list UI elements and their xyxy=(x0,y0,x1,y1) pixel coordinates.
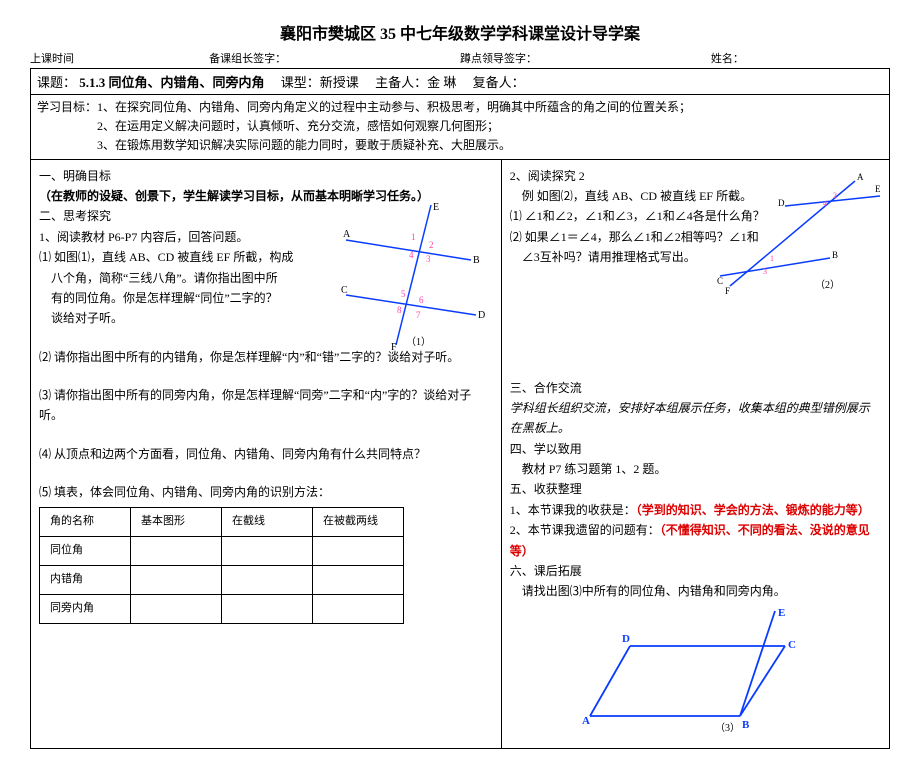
left-column: 一、明确目标 （在教师的设疑、创景下，学生解读学习目标，从而基本明晰学习任务。）… xyxy=(31,160,502,749)
figure-1: A B C D E F 1 2 3 4 5 6 7 8 （1） xyxy=(341,200,491,350)
svg-text:B: B xyxy=(832,250,838,260)
topic-name: 5.1.3 同位角、内错角、同旁内角 xyxy=(79,75,264,90)
figure-3: A B D C E （3） xyxy=(570,606,820,736)
svg-text:F: F xyxy=(391,342,397,350)
svg-text:A: A xyxy=(857,172,864,182)
right-column: 2、阅读探究 2 例 如图⑵，直线 AB、CD 被直线 EF 所截。 ⑴ ∠1和… xyxy=(502,160,889,749)
host-val: 金 琳 xyxy=(427,75,456,90)
svg-text:1: 1 xyxy=(770,254,774,263)
goals-label: 学习目标： xyxy=(37,100,97,114)
q2: ⑵ 请你指出图中所有的内错角，你是怎样理解“内”和“错”二字的？谈给对子听。 xyxy=(39,347,493,367)
th1: 角的名称 xyxy=(40,507,131,536)
angle-table: 角的名称 基本图形 在截线 在被截两线 同位角 内错角 同旁内角 xyxy=(39,507,404,624)
s3a: 学科组长组织交流，安排好本组展示任务，收集本组的典型错例展示在黑板上。 xyxy=(510,398,881,439)
s5-line1: 1、本节课我的收获是：（学到的知识、学会的方法、锻炼的能力等） xyxy=(510,500,881,520)
svg-text:4: 4 xyxy=(823,199,827,208)
svg-text:6: 6 xyxy=(419,295,424,305)
s5: 五、收获整理 xyxy=(510,479,881,499)
goals: 学习目标：1、在探究同位角、内错角、同旁内角定义的过程中主动参与、积极思考，明确… xyxy=(31,95,889,160)
svg-text:3: 3 xyxy=(763,267,767,276)
svg-text:E: E xyxy=(778,607,785,619)
svg-text:D: D xyxy=(478,310,485,321)
s5b: 2、本节课我遗留的问题有： xyxy=(510,523,660,537)
svg-text:E: E xyxy=(433,202,439,213)
header-row: 上课时间 备课组长签字： 蹲点领导签字： 姓名： xyxy=(30,48,890,69)
s6: 六、课后拓展 xyxy=(510,561,881,581)
s4a: 教材 P7 练习题第 1、2 题。 xyxy=(510,459,881,479)
s6a: 请找出图⑶中所有的同位角、内错角和同旁内角。 xyxy=(510,581,881,601)
svg-text:D: D xyxy=(622,633,630,645)
s5-line2: 2、本节课我遗留的问题有：（不懂得知识、不同的看法、没说的意见等） xyxy=(510,520,881,561)
type-val: 新授课 xyxy=(320,75,359,90)
q5: ⑸ 填表，体会同位角、内错角、同旁内角的识别方法： xyxy=(39,482,493,502)
svg-text:F: F xyxy=(725,286,730,296)
svg-text:7: 7 xyxy=(416,310,421,320)
svg-text:E: E xyxy=(875,184,881,194)
svg-text:B: B xyxy=(473,255,480,266)
s3: 三、合作交流 xyxy=(510,378,881,398)
tr3: 同旁内角 xyxy=(40,594,131,623)
page-title: 襄阳市樊城区 35 中七年级数学学科课堂设计导学案 xyxy=(30,20,890,44)
sec1: 一、明确目标 xyxy=(39,166,493,186)
svg-text:C: C xyxy=(341,285,348,296)
svg-text:3: 3 xyxy=(426,254,431,264)
fig1-caption: （1） xyxy=(406,336,431,348)
th2: 基本图形 xyxy=(131,507,222,536)
svg-text:1: 1 xyxy=(411,232,416,242)
th4: 在被截两线 xyxy=(313,507,404,536)
svg-text:8: 8 xyxy=(397,305,402,315)
header-sign1: 备课组长签字： xyxy=(209,50,460,66)
svg-text:D: D xyxy=(778,198,785,208)
goal3: 3、在锻炼用数学知识解决实际问题的能力同时，要敢于质疑补充、大胆展示。 xyxy=(97,138,511,152)
tr1: 同位角 xyxy=(40,536,131,565)
svg-text:2: 2 xyxy=(833,191,837,200)
fig3-caption: （3） xyxy=(715,722,740,734)
svg-text:5: 5 xyxy=(401,289,406,299)
fig2-caption: （2） xyxy=(815,279,840,291)
goal2: 2、在运用定义解决问题时，认真倾听、充分交流，感悟如何观察几何图形； xyxy=(97,119,499,133)
goal1: 1、在探究同位角、内错角、同旁内角定义的过程中主动参与、积极思考，明确其中所蕴含… xyxy=(97,100,691,114)
svg-text:4: 4 xyxy=(409,250,414,260)
svg-text:2: 2 xyxy=(429,240,434,250)
host-label: 主备人： xyxy=(375,75,427,90)
svg-text:C: C xyxy=(717,276,723,286)
svg-text:C: C xyxy=(788,639,796,651)
second-label: 复备人： xyxy=(473,75,525,90)
q3: ⑶ 请你指出图中所有的同旁内角，你是怎样理解“同旁”二字和“内”字的？谈给对子听… xyxy=(39,385,493,426)
th3: 在截线 xyxy=(222,507,313,536)
figure-2: D E C B A F 4 2 1 3 （2） xyxy=(715,166,885,296)
header-sign2: 蹲点领导签字： xyxy=(460,50,711,66)
header-name: 姓名： xyxy=(711,50,890,66)
tr2: 内错角 xyxy=(40,565,131,594)
content-columns: 一、明确目标 （在教师的设疑、创景下，学生解读学习目标，从而基本明晰学习任务。）… xyxy=(31,160,889,749)
s5a-red: （学到的知识、学会的方法、锻炼的能力等） xyxy=(636,503,870,517)
svg-text:A: A xyxy=(343,229,351,240)
q4: ⑷ 从顶点和边两个方面看，同位角、内错角、同旁内角有什么共同特点？ xyxy=(39,444,493,464)
svg-text:B: B xyxy=(742,719,750,731)
topic-label: 课题： xyxy=(37,75,76,90)
header-time: 上课时间 xyxy=(30,50,209,66)
s4: 四、学以致用 xyxy=(510,439,881,459)
type-label: 课型： xyxy=(281,75,320,90)
topic-row: 课题： 5.1.3 同位角、内错角、同旁内角 课型：新授课 主备人：金 琳 复备… xyxy=(31,69,889,95)
s5a: 1、本节课我的收获是： xyxy=(510,503,636,517)
svg-text:A: A xyxy=(582,715,590,727)
